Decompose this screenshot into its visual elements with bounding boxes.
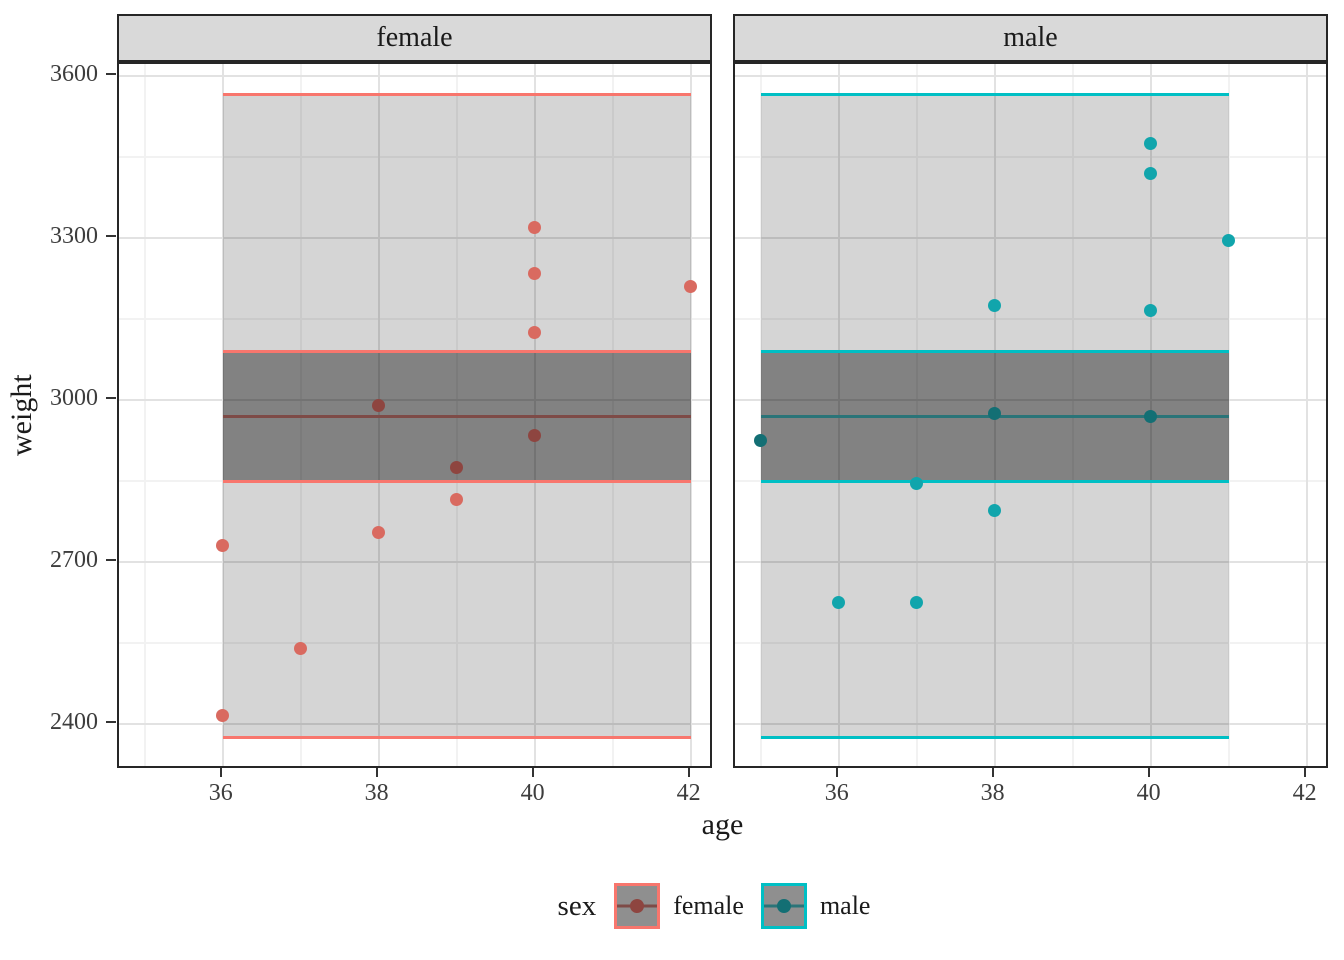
gridline-y-major <box>735 398 1326 401</box>
legend-key-dot <box>776 899 791 913</box>
plot-panel-female <box>117 62 712 768</box>
gridline-x-major <box>1305 64 1308 766</box>
data-point <box>910 596 924 610</box>
data-point <box>372 398 386 412</box>
gridline-y-major <box>735 723 1326 726</box>
y-tick-mark <box>106 234 116 237</box>
x-tick-label: 38 <box>364 780 389 806</box>
y-tick-label: 2400 <box>50 709 98 736</box>
data-point <box>1222 234 1236 248</box>
gridline-y-major <box>119 236 710 239</box>
y-tick-mark <box>106 559 116 562</box>
facet-strip-male: male <box>733 14 1328 62</box>
mean-line <box>222 414 691 418</box>
legend-label-female: female <box>673 891 744 920</box>
data-point <box>754 433 768 447</box>
legend-key-male <box>760 883 807 929</box>
data-point <box>216 709 230 723</box>
gridline-y-minor <box>735 155 1326 158</box>
data-point <box>450 461 464 474</box>
ribbon-edge-line <box>222 349 691 353</box>
data-point <box>684 280 698 294</box>
y-tick-label: 2700 <box>50 547 98 574</box>
data-point <box>450 493 464 507</box>
x-tick-mark <box>1303 768 1306 777</box>
x-tick-mark <box>991 768 994 777</box>
x-tick-label: 40 <box>520 780 545 806</box>
x-tick-mark <box>375 768 378 777</box>
legend-key-female <box>614 883 661 929</box>
plot-panel-male <box>733 62 1328 768</box>
x-tick-label: 38 <box>980 780 1005 806</box>
ribbon-edge-line <box>760 93 1229 97</box>
gridline-y-minor <box>735 642 1326 645</box>
data-point <box>1144 166 1158 180</box>
x-tick-mark <box>1147 768 1150 777</box>
gridline-y-minor <box>119 642 710 645</box>
data-point <box>1144 304 1158 318</box>
gridline-y-major <box>119 398 710 401</box>
gridline-y-major <box>735 74 1326 77</box>
data-point <box>988 298 1002 312</box>
gridline-x-minor <box>143 64 146 766</box>
gridline-y-major <box>735 561 1326 564</box>
ribbon-edge-line <box>760 479 1229 483</box>
data-point <box>988 504 1002 518</box>
x-axis-title: age <box>701 808 744 841</box>
data-point <box>528 266 542 280</box>
gridline-y-minor <box>735 317 1326 320</box>
data-point <box>294 641 308 655</box>
y-tick-mark <box>106 72 116 75</box>
x-tick-label: 40 <box>1136 780 1161 806</box>
y-axis-title: weight <box>5 374 38 456</box>
legend: sex female male <box>117 878 1328 934</box>
data-point <box>832 596 846 610</box>
data-point <box>1144 136 1158 150</box>
y-tick-label: 3300 <box>50 222 98 249</box>
x-tick-label: 36 <box>824 780 849 806</box>
gridline-y-major <box>119 74 710 77</box>
data-point <box>216 539 230 553</box>
x-tick-label: 42 <box>1292 780 1317 806</box>
gridline-x-major <box>689 64 692 766</box>
y-tick-mark <box>106 396 116 399</box>
data-point <box>372 525 386 539</box>
gridline-y-minor <box>119 155 710 158</box>
gridline-x-minor <box>1227 64 1230 766</box>
gridline-y-minor <box>119 317 710 320</box>
y-tick-mark <box>106 721 116 724</box>
y-tick-label: 3600 <box>50 60 98 87</box>
data-point <box>910 477 924 491</box>
gridline-y-major <box>119 723 710 726</box>
facet-strip-female: female <box>117 14 712 62</box>
ribbon-edge-line <box>760 736 1229 740</box>
ribbon-edge-line <box>222 479 691 483</box>
ribbon-edge-line <box>222 736 691 740</box>
data-point <box>1144 409 1158 423</box>
legend-key-dot <box>630 899 645 913</box>
ribbon-edge-line <box>222 93 691 97</box>
ribbon-edge-line <box>760 349 1229 353</box>
x-tick-mark <box>219 768 222 777</box>
gridline-y-major <box>735 236 1326 239</box>
gridline-y-major <box>119 561 710 564</box>
y-tick-label: 3000 <box>50 384 98 411</box>
x-tick-label: 36 <box>208 780 233 806</box>
facet-strip-label: female <box>376 22 453 53</box>
data-point <box>528 325 542 339</box>
x-tick-mark <box>687 768 690 777</box>
facet-strip-label: male <box>1003 22 1058 53</box>
legend-label-male: male <box>819 891 871 920</box>
x-tick-label: 42 <box>676 780 701 806</box>
data-point <box>988 406 1002 420</box>
data-point <box>528 428 542 442</box>
data-point <box>528 220 542 234</box>
legend-title: sex <box>557 889 597 922</box>
x-tick-mark <box>531 768 534 777</box>
x-tick-mark <box>835 768 838 777</box>
